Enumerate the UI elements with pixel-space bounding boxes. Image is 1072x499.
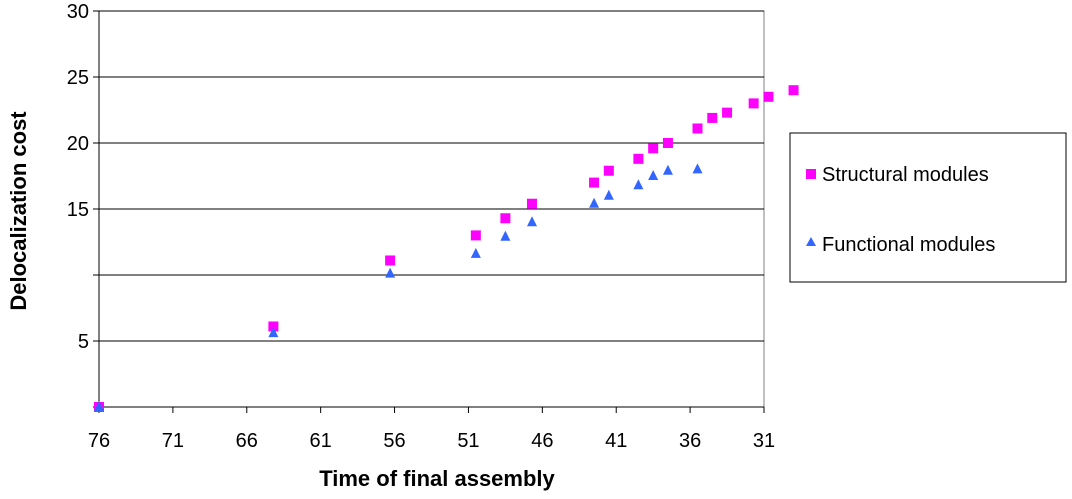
x-tick-label: 36 [679,430,701,452]
structural-point [662,138,673,148]
legend-label-structural: Structural modules [822,164,989,186]
y-axis-title: Delocalization cost [6,111,31,311]
structural-point [648,143,659,154]
x-tick-label: 41 [605,430,627,452]
y-tick-label: 25 [67,67,89,89]
structural-point [385,255,396,266]
x-tick-label: 66 [236,430,258,452]
y-tick-label: 20 [67,133,89,155]
functional-point [603,189,614,200]
functional-point [648,170,659,180]
structural-point [763,91,774,102]
structural-point [589,177,600,188]
y-axis-ticks: 5 15 20 25 30 [67,1,99,408]
x-tick-label: 51 [457,430,479,452]
legend-label-functional: Functional modules [822,234,995,256]
plot-area: 5 15 20 25 30 76 71 66 61 56 51 46 41 36 31 [67,1,799,452]
functional-point [268,327,279,338]
functional-point [385,267,396,278]
functional-point [662,164,673,175]
legend-marker-structural [806,169,816,179]
structural-point [268,321,279,332]
functional-point [500,230,511,241]
structural-point [788,85,799,96]
structural-point [707,112,718,123]
functional-point [633,179,644,190]
gridlines [99,10,764,342]
legend: Structural modules Functional modules [789,132,1067,283]
structural-point [470,230,481,241]
y-tick-label: 5 [78,331,89,353]
y-tick-label: 30 [67,1,89,23]
functional-point [589,197,600,208]
x-tick-label: 46 [531,430,553,452]
legend-box [789,132,1067,283]
structural-point [722,107,733,118]
legend-marker-functional [806,237,816,246]
x-tick-label: 56 [383,430,405,452]
x-tick-label: 76 [88,430,110,452]
x-tick-label: 31 [753,430,775,452]
functional-point [526,216,537,227]
structural-point [692,123,703,134]
structural-point [526,198,537,209]
functional-point [470,247,481,258]
structural-point [748,98,759,109]
x-tick-label: 71 [162,430,184,452]
data-markers [94,85,799,412]
functional-point [94,401,104,411]
structural-point [500,213,511,224]
x-axis-title: Time of final assembly [319,466,555,491]
y-tick-label: 15 [67,199,89,221]
functional-point [692,163,703,174]
structural-point [603,165,614,176]
x-axis-ticks: 76 71 66 61 56 51 46 41 36 31 [88,407,775,452]
structural-point [633,153,644,164]
x-tick-label: 61 [310,430,332,452]
